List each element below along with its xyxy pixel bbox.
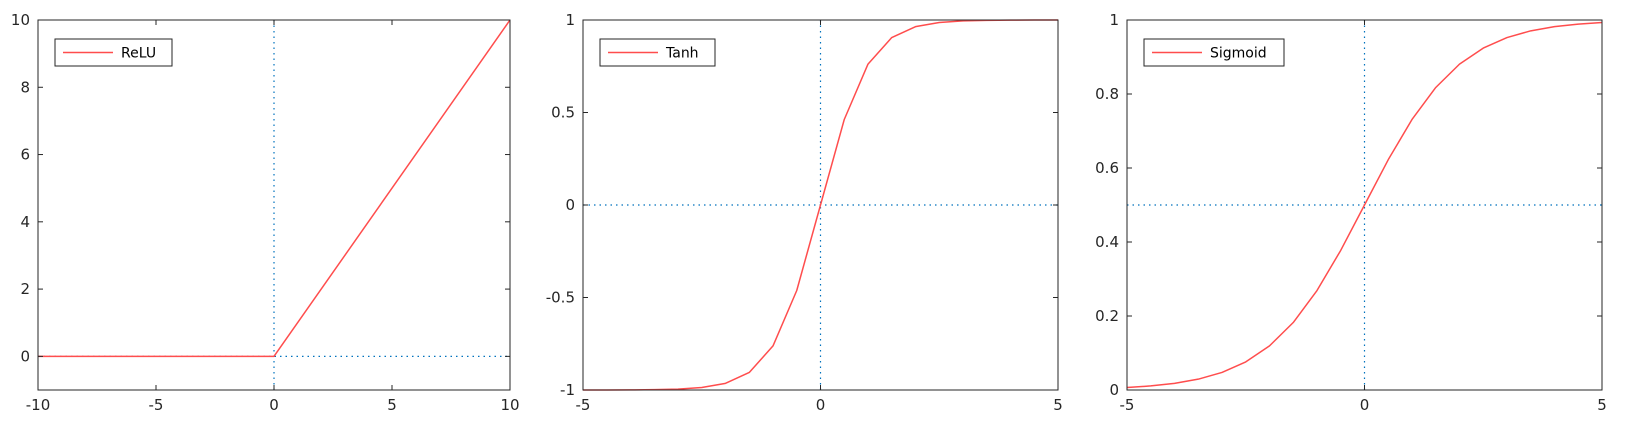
legend: Sigmoid <box>1143 38 1285 67</box>
legend: ReLU <box>54 38 173 67</box>
series-line-relu <box>38 19 511 358</box>
series-line-tanh <box>582 19 1059 391</box>
y-tick-label: 4 <box>20 213 30 231</box>
series-line-sigmoid <box>1126 21 1603 389</box>
y-tick-label: 0 <box>1109 381 1119 399</box>
x-tick-label: -5 <box>1120 396 1135 414</box>
chart-panel-0: -10 -5 0 5 10 0 2 4 6 8 10 ReLU <box>11 11 520 414</box>
x-tick-label: 0 <box>1360 396 1370 414</box>
legend-label: Tanh <box>665 46 699 62</box>
y-tick-label: 1 <box>565 11 575 29</box>
y-tick-label: 0.4 <box>1095 233 1119 251</box>
x-tick-label: -10 <box>26 396 51 414</box>
x-tick-label: 5 <box>1053 396 1063 414</box>
legend-label: ReLU <box>121 46 156 62</box>
y-tick-label: -1 <box>560 381 575 399</box>
y-tick-label: 8 <box>20 78 30 96</box>
chart-panel-1: -5 0 5 -1 -0.5 0 0.5 1 Tanh <box>546 11 1063 414</box>
x-tick-label: -5 <box>149 396 164 414</box>
y-tick-label: 0 <box>20 347 30 365</box>
y-tick-label: 1 <box>1109 11 1119 29</box>
legend: Tanh <box>599 38 716 67</box>
legend-label: Sigmoid <box>1210 46 1267 62</box>
y-tick-label: 0.8 <box>1095 85 1119 103</box>
y-tick-label: 10 <box>11 11 30 29</box>
x-tick-label: 5 <box>387 396 397 414</box>
y-tick-label: 2 <box>20 280 30 298</box>
y-tick-label: 0.2 <box>1095 307 1119 325</box>
y-tick-label: 0.5 <box>551 104 575 122</box>
x-tick-label: 10 <box>500 396 519 414</box>
y-tick-label: 0.6 <box>1095 159 1119 177</box>
y-tick-label: 0 <box>565 196 575 214</box>
y-tick-label: 6 <box>20 146 30 164</box>
x-tick-label: 0 <box>816 396 826 414</box>
y-tick-label: -0.5 <box>546 289 575 307</box>
x-tick-label: 0 <box>269 396 279 414</box>
x-tick-label: 5 <box>1597 396 1607 414</box>
x-tick-label: -5 <box>576 396 591 414</box>
